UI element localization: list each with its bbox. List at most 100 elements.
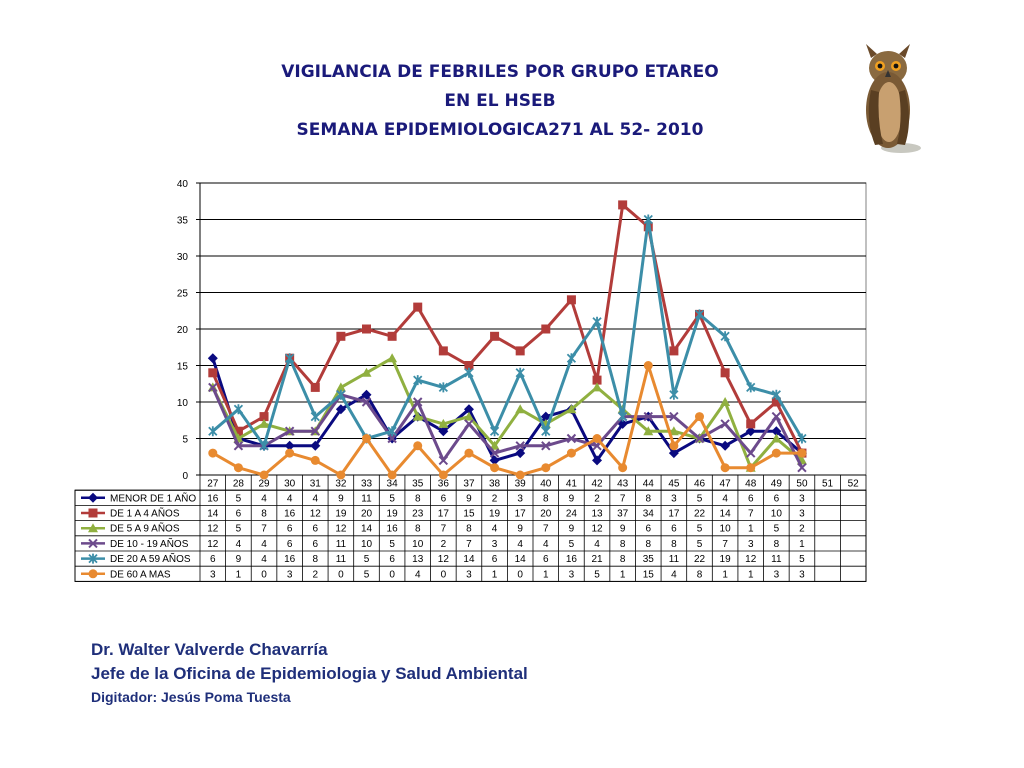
x-category-label: 48: [745, 479, 757, 490]
table-value: 5: [697, 539, 703, 550]
data-point-de-1-a-4-a-os: [669, 346, 679, 356]
table-value: 20: [540, 509, 552, 520]
table-value: 8: [620, 539, 626, 550]
table-value: 1: [799, 539, 805, 550]
data-point-de-20-a-59-a-os: [618, 411, 628, 422]
table-value: 0: [517, 569, 523, 580]
table-value: 20: [361, 509, 373, 520]
x-category-label: 36: [438, 479, 450, 490]
legend-label: DE 5 A 9 AÑOS: [110, 522, 180, 535]
data-point-de-5-a-9-a-os: [412, 411, 423, 421]
table-value: 14: [207, 509, 219, 520]
footer-role: Jefe de la Oficina de Epidemiologia y Sa…: [91, 664, 528, 683]
table-value: 3: [799, 569, 805, 580]
table-value: 2: [312, 569, 318, 580]
table-value: 21: [591, 554, 603, 565]
data-point-de-10-19-a-os: [720, 419, 730, 429]
table-value: 4: [312, 493, 318, 504]
y-tick-label: 35: [177, 216, 189, 227]
x-category-label: 44: [643, 479, 655, 490]
table-value: 8: [543, 493, 549, 504]
table-value: 0: [338, 569, 344, 580]
table-value: 8: [312, 554, 318, 565]
data-point-de-60-a-mas: [464, 448, 474, 458]
data-point-de-60-a-mas: [233, 463, 243, 473]
data-point-de-10-19-a-os: [361, 397, 372, 407]
legend-key-marker: [88, 569, 98, 579]
data-point-menor-de-1-a-o: [361, 389, 372, 400]
data-point-de-60-a-mas: [208, 448, 218, 458]
legend-label: DE 10 - 19 AÑOS: [110, 537, 189, 550]
footer-digitador: Digitador: Jesús Poma Tuesta: [91, 689, 291, 705]
x-category-label: 27: [207, 479, 219, 490]
x-category-label: 41: [566, 479, 578, 490]
data-point-de-5-a-9-a-os: [387, 353, 398, 363]
data-point-de-10-19-a-os: [438, 455, 449, 466]
table-value: 6: [774, 493, 780, 504]
data-point-de-5-a-9-a-os: [771, 433, 782, 443]
table-value: 6: [543, 554, 549, 565]
table-value: 2: [799, 524, 805, 535]
table-value: 0: [389, 569, 395, 580]
table-value: 6: [312, 524, 318, 535]
table-value: 19: [720, 554, 732, 565]
table-value: 19: [387, 509, 399, 520]
table-value: 3: [492, 539, 498, 550]
data-point-menor-de-1-a-o: [438, 426, 449, 437]
table-value: 4: [261, 539, 267, 550]
table-value: 6: [389, 554, 395, 565]
table-value: 13: [591, 509, 603, 520]
table-value: 15: [643, 569, 655, 580]
data-point-de-20-a-59-a-os: [694, 309, 705, 320]
x-category-label: 32: [335, 479, 347, 490]
table-value: 9: [517, 524, 523, 535]
x-category-label: 29: [258, 479, 270, 490]
table-value: 11: [361, 493, 372, 504]
table-value: 6: [441, 493, 447, 504]
table-value: 3: [774, 569, 780, 580]
table-value: 37: [617, 509, 629, 520]
table-value: 2: [441, 539, 447, 550]
table-value: 4: [287, 493, 293, 504]
table-value: 0: [441, 569, 447, 580]
table-value: 16: [387, 524, 399, 535]
data-point-de-60-a-mas: [362, 434, 371, 443]
data-point-de-10-19-a-os: [489, 448, 500, 458]
data-point-de-10-19-a-os: [669, 411, 679, 422]
table-value: 5: [799, 554, 805, 565]
table-value: 16: [566, 554, 578, 565]
data-point-de-5-a-9-a-os: [259, 418, 270, 428]
data-point-de-60-a-mas: [695, 412, 704, 422]
data-point-de-10-19-a-os: [515, 441, 525, 451]
data-point-de-10-19-a-os: [566, 433, 577, 444]
table-value: 10: [361, 539, 373, 550]
data-point-de-60-a-mas: [592, 434, 602, 443]
data-point-de-5-a-9-a-os: [592, 382, 603, 392]
table-value: 1: [722, 569, 728, 580]
table-value: 8: [415, 493, 421, 504]
data-point-de-60-a-mas: [669, 441, 679, 451]
data-point-de-5-a-9-a-os: [361, 367, 372, 377]
table-value: 13: [412, 554, 424, 565]
data-point-de-5-a-9-a-os: [463, 411, 474, 421]
data-point-de-20-a-59-a-os: [771, 389, 781, 400]
data-point-de-60-a-mas: [566, 448, 576, 458]
table-value: 6: [645, 524, 651, 535]
table-value: 5: [594, 569, 600, 580]
table-value: 4: [543, 539, 549, 550]
data-point-de-10-19-a-os: [464, 419, 474, 429]
table-value: 14: [720, 509, 732, 520]
table-value: 5: [364, 554, 370, 565]
table-value: 6: [287, 524, 293, 535]
data-point-de-60-a-mas: [541, 463, 551, 473]
table-value: 8: [671, 539, 677, 550]
table-value: 11: [336, 554, 347, 565]
table-value: 6: [236, 509, 242, 520]
table-value: 8: [261, 509, 267, 520]
table-value: 12: [207, 539, 219, 550]
title-line-2: EN EL HSEB: [444, 91, 556, 111]
table-value: 8: [620, 554, 626, 565]
data-point-de-20-a-59-a-os: [566, 353, 577, 364]
data-point-de-60-a-mas: [797, 448, 807, 458]
